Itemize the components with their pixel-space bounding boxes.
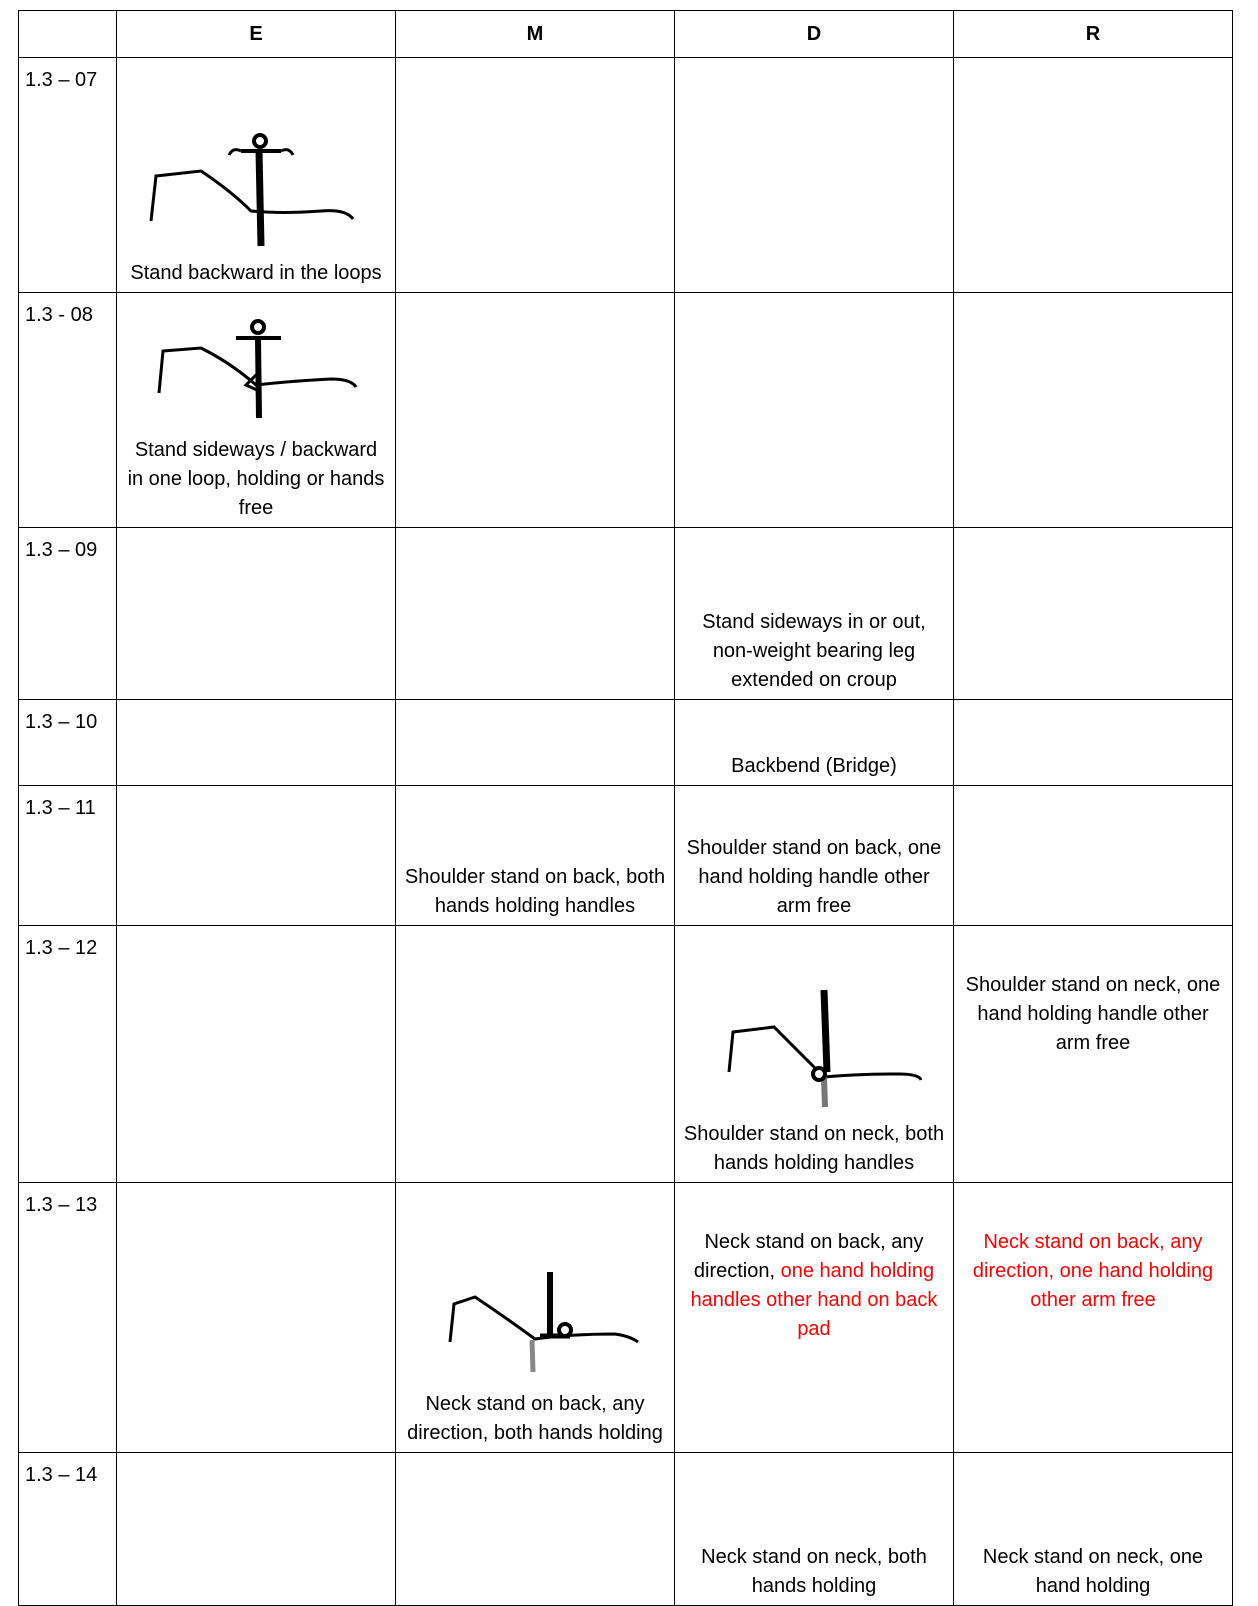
row-id: 1.3 – 07 — [19, 58, 117, 293]
row-id: 1.3 - 08 — [19, 293, 117, 528]
empty-cell — [954, 786, 1233, 926]
cell: Shoulder stand on back, one hand holding… — [675, 786, 954, 926]
row-id: 1.3 – 10 — [19, 700, 117, 786]
empty-cell — [396, 528, 675, 700]
header-row: E M D R — [19, 11, 1233, 58]
empty-cell — [954, 293, 1233, 528]
cell-text: Neck stand on back, any direction, one h… — [973, 1231, 1213, 1311]
cell-text: Stand sideways in or out, non-weight bea… — [702, 611, 925, 691]
empty-cell — [396, 926, 675, 1183]
row: 1.3 – 12 Shoulder stand on neck, both ha… — [19, 926, 1233, 1183]
column-header: E — [117, 11, 396, 58]
cell: Shoulder stand on neck, both hands holdi… — [675, 926, 954, 1183]
row-id: 1.3 – 13 — [19, 1183, 117, 1453]
sketch — [699, 982, 929, 1112]
cell-text: Stand sideways / backward in one loop, h… — [128, 439, 385, 519]
sketch — [420, 1262, 650, 1382]
cell: Neck stand on back, any direction, both … — [396, 1183, 675, 1453]
page: Vaulting exercises table {"table": { "co… — [0, 0, 1258, 1600]
cell-text: Backbend (Bridge) — [731, 755, 897, 777]
empty-cell — [396, 293, 675, 528]
row-id: 1.3 – 12 — [19, 926, 117, 1183]
column-header: D — [675, 11, 954, 58]
cell-text: Shoulder stand on back, one hand holding… — [687, 837, 942, 917]
row: 1.3 – 09 Stand sideways in or out, non-w… — [19, 528, 1233, 700]
empty-cell — [117, 1453, 396, 1606]
cell: Neck stand on back, any direction, one h… — [675, 1183, 954, 1453]
cell-text: Stand backward in the loops — [130, 262, 381, 284]
sketch — [141, 111, 371, 251]
cell-text: Neck stand on neck, both hands holding — [701, 1546, 927, 1597]
cell: Stand backward in the loops — [117, 58, 396, 293]
row: 1.3 – 14 Neck stand on neck, both hands … — [19, 1453, 1233, 1606]
row: 1.3 – 07 Stand backward in the loops — [19, 58, 1233, 293]
corner-cell — [19, 11, 117, 58]
cell: Shoulder stand on neck, one hand holding… — [954, 926, 1233, 1183]
cell: Neck stand on neck, one hand holding — [954, 1453, 1233, 1606]
empty-cell — [675, 58, 954, 293]
cell: Stand sideways / backward in one loop, h… — [117, 293, 396, 528]
empty-cell — [675, 293, 954, 528]
row: 1.3 - 08 Stand sideways / backward in on… — [19, 293, 1233, 528]
column-header: R — [954, 11, 1233, 58]
cell-text: Shoulder stand on neck, one hand holding… — [966, 974, 1221, 1054]
column-header: M — [396, 11, 675, 58]
cell-text: Shoulder stand on neck, both hands holdi… — [684, 1123, 944, 1174]
cell: Neck stand on back, any direction, one h… — [954, 1183, 1233, 1453]
cell: Backbend (Bridge) — [675, 700, 954, 786]
empty-cell — [117, 700, 396, 786]
empty-cell — [396, 1453, 675, 1606]
exercise-table: E M D R 1.3 – 07 Stand backward in the l… — [18, 10, 1233, 1606]
cell-text: Neck stand on back, any direction, both … — [407, 1393, 663, 1444]
empty-cell — [117, 786, 396, 926]
cell: Shoulder stand on back, both hands holdi… — [396, 786, 675, 926]
empty-cell — [954, 700, 1233, 786]
empty-cell — [117, 528, 396, 700]
empty-cell — [954, 528, 1233, 700]
sketch — [141, 313, 371, 428]
row-id: 1.3 – 14 — [19, 1453, 117, 1606]
row-id: 1.3 – 09 — [19, 528, 117, 700]
empty-cell — [954, 58, 1233, 293]
cell-text: Shoulder stand on back, both hands holdi… — [405, 866, 665, 917]
row: 1.3 – 10 Backbend (Bridge) — [19, 700, 1233, 786]
empty-cell — [117, 926, 396, 1183]
row: 1.3 – 11 Shoulder stand on back, both ha… — [19, 786, 1233, 926]
empty-cell — [396, 58, 675, 293]
cell: Stand sideways in or out, non-weight bea… — [675, 528, 954, 700]
page-body: E M D R 1.3 – 07 Stand backward in the l… — [0, 0, 1258, 1600]
empty-cell — [396, 700, 675, 786]
row: 1.3 – 13 Neck stand on back, any directi… — [19, 1183, 1233, 1453]
cell-text: Neck stand on neck, one hand holding — [983, 1546, 1203, 1597]
row-id: 1.3 – 11 — [19, 786, 117, 926]
cell: Neck stand on neck, both hands holding — [675, 1453, 954, 1606]
empty-cell — [117, 1183, 396, 1453]
